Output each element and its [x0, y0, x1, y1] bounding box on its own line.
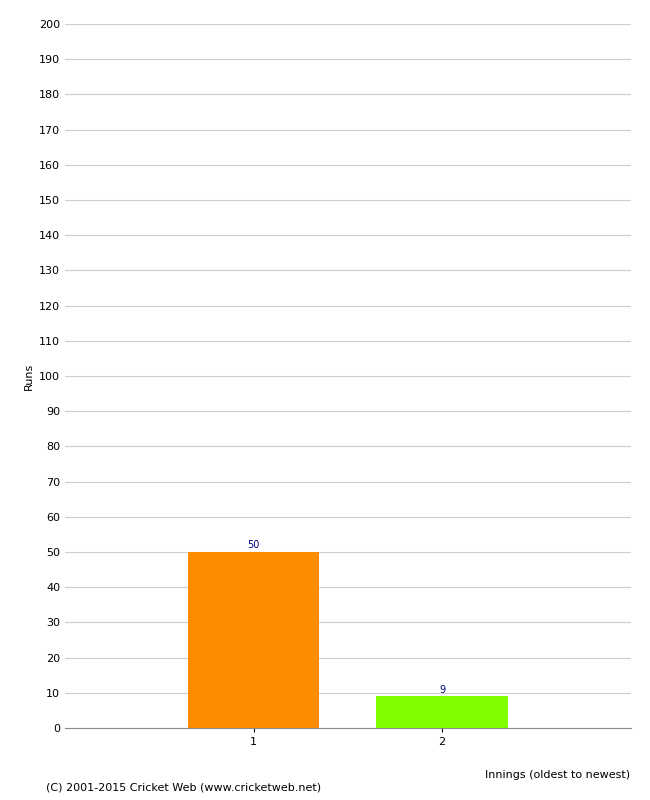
Text: 50: 50: [247, 540, 260, 550]
Y-axis label: Runs: Runs: [23, 362, 33, 390]
Text: (C) 2001-2015 Cricket Web (www.cricketweb.net): (C) 2001-2015 Cricket Web (www.cricketwe…: [46, 782, 320, 792]
Text: 9: 9: [439, 685, 445, 694]
Text: Innings (oldest to newest): Innings (oldest to newest): [486, 770, 630, 780]
Bar: [188, 552, 320, 728]
Bar: [376, 696, 508, 728]
